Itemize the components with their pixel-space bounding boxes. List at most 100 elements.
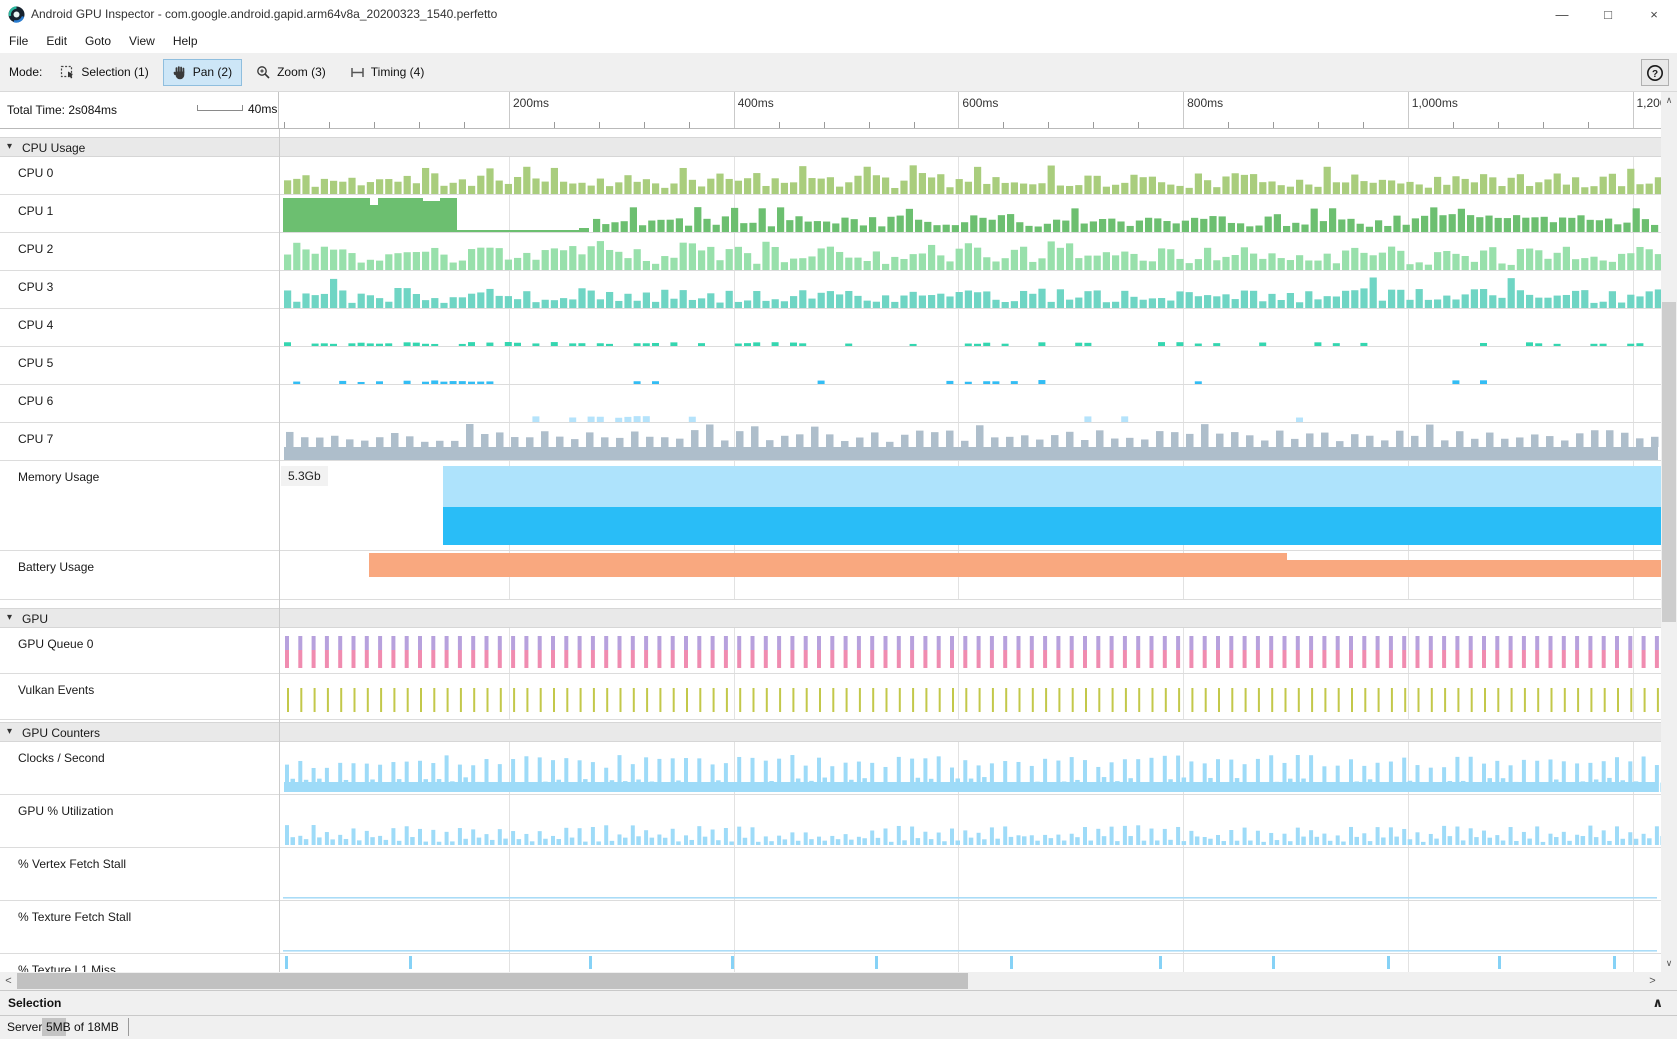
track-row-vertex-fetch-stall[interactable]: % Vertex Fetch Stall <box>0 848 1661 901</box>
scroll-left-icon[interactable]: < <box>5 975 12 987</box>
track-row-vulkan-events[interactable]: Vulkan Events <box>0 674 1661 720</box>
track-chart-cpu-2[interactable] <box>279 233 1661 271</box>
zoom-mode-button[interactable]: Zoom (3) <box>246 59 336 86</box>
menu-goto[interactable]: Goto <box>85 34 112 48</box>
track-chart-texture-fetch-stall[interactable] <box>279 901 1661 954</box>
track-chart-cpu-7[interactable] <box>279 423 1661 461</box>
menu-edit[interactable]: Edit <box>46 34 68 48</box>
track-row-battery-usage[interactable]: Battery Usage <box>0 551 1661 600</box>
track-chart-texture-l1-miss[interactable] <box>279 954 1661 972</box>
track-chart-cpu-6[interactable] <box>279 385 1661 423</box>
scroll-down-icon[interactable]: ∨ <box>1665 958 1673 968</box>
major-tick <box>733 92 735 128</box>
ruler-tick-label: 200ms <box>513 96 550 110</box>
chevron-down-icon[interactable]: ▾ <box>7 726 13 737</box>
track-row-cpu-6[interactable]: CPU 6 <box>0 385 1661 423</box>
track-row-cpu-1[interactable]: CPU 1 <box>0 195 1661 233</box>
selection-panel-header[interactable]: Selection ∧ <box>0 990 1677 1016</box>
ruler-tick-label: 800ms <box>1187 96 1224 110</box>
total-time-label: Total Time: 2s084ms <box>7 103 118 117</box>
track-chart-cpu-0[interactable] <box>279 157 1661 195</box>
track-label-cpu-2[interactable]: CPU 2 <box>18 242 54 256</box>
track-row-cpu-4[interactable]: CPU 4 <box>0 309 1661 347</box>
pan-mode-button[interactable]: Pan (2) <box>162 58 243 86</box>
track-row-clocks-second[interactable]: Clocks / Second <box>0 742 1661 795</box>
ruler-tick-label: 1,000ms <box>1411 96 1458 110</box>
track-row-gpu-utilization[interactable]: GPU % Utilization <box>0 795 1661 848</box>
track-label-cpu-5[interactable]: CPU 5 <box>18 356 54 370</box>
tool-button-label: Zoom (3) <box>277 65 326 79</box>
track-label-cpu-4[interactable]: CPU 4 <box>18 318 54 332</box>
window-title: Android GPU Inspector - com.google.andro… <box>31 7 498 21</box>
timing-mode-button[interactable]: Timing (4) <box>340 59 435 86</box>
track-chart-memory-usage[interactable] <box>279 461 1661 551</box>
chevron-down-icon[interactable]: ▾ <box>7 141 13 152</box>
track-label-memory-usage[interactable]: Memory Usage <box>18 470 100 484</box>
track-label-texture-l1-miss[interactable]: % Texture L1 Miss <box>18 963 116 972</box>
maximize-button[interactable]: □ <box>1604 7 1612 22</box>
horizontal-scrollbar[interactable]: < > <box>0 972 1661 990</box>
track-label-clocks-second[interactable]: Clocks / Second <box>18 751 105 765</box>
track-row-gpu-queue-0[interactable]: GPU Queue 0 <box>0 628 1661 674</box>
major-tick <box>509 92 510 128</box>
horizontal-scroll-thumb[interactable] <box>17 973 968 989</box>
menu-help[interactable]: Help <box>172 34 198 48</box>
track-label-vulkan-events[interactable]: Vulkan Events <box>18 683 95 697</box>
section-header-gpu-counters[interactable]: ▾ GPU Counters <box>0 722 1661 742</box>
track-chart-battery-usage[interactable] <box>279 551 1661 600</box>
track-row-texture-fetch-stall[interactable]: % Texture Fetch Stall <box>0 901 1661 954</box>
track-chart-gpu-utilization[interactable] <box>279 795 1661 848</box>
close-button[interactable]: × <box>1650 7 1658 22</box>
ruler-tick-label: 400ms <box>737 96 774 110</box>
minor-tick <box>329 122 331 128</box>
track-row-cpu-0[interactable]: CPU 0 <box>0 157 1661 195</box>
track-label-vertex-fetch-stall[interactable]: % Vertex Fetch Stall <box>18 857 127 871</box>
section-header-cpu-usage[interactable]: ▾ CPU Usage <box>0 137 1661 157</box>
menu-view[interactable]: View <box>129 34 155 48</box>
scroll-right-icon[interactable]: > <box>1649 975 1656 987</box>
track-chart-vulkan-events[interactable] <box>279 674 1661 720</box>
track-label-cpu-3[interactable]: CPU 3 <box>18 280 54 294</box>
track-row-memory-usage[interactable]: Memory Usage 5.3Gb <box>0 461 1661 551</box>
minor-tick <box>284 122 286 128</box>
track-chart-vertex-fetch-stall[interactable] <box>279 848 1661 901</box>
help-button[interactable]: ? <box>1641 59 1669 86</box>
track-label-texture-fetch-stall[interactable]: % Texture Fetch Stall <box>18 910 132 924</box>
status-bar: Server: 5MB of 18MB <box>0 1016 1677 1039</box>
track-row-cpu-3[interactable]: CPU 3 <box>0 271 1661 309</box>
vertical-scroll-thumb[interactable] <box>1662 302 1676 622</box>
minor-tick <box>823 122 825 128</box>
minimize-button[interactable]: — <box>1555 7 1569 22</box>
scale-label: 40ms <box>248 102 278 116</box>
minor-tick <box>643 122 645 128</box>
vertical-scrollbar[interactable]: ∧ ∨ <box>1661 92 1677 972</box>
track-label-gpu-queue-0[interactable]: GPU Queue 0 <box>18 637 94 651</box>
minor-tick <box>1587 122 1589 128</box>
track-chart-clocks-second[interactable] <box>279 742 1661 795</box>
track-row-cpu-5[interactable]: CPU 5 <box>0 347 1661 385</box>
track-label-cpu-1[interactable]: CPU 1 <box>18 204 54 218</box>
selection-mode-button[interactable]: Selection (1) <box>50 59 158 86</box>
section-header-gpu[interactable]: ▾ GPU <box>0 608 1661 628</box>
track-row-cpu-7[interactable]: CPU 7 <box>0 423 1661 461</box>
track-chart-cpu-3[interactable] <box>279 271 1661 309</box>
track-label-battery-usage[interactable]: Battery Usage <box>18 560 95 574</box>
track-chart-cpu-5[interactable] <box>279 347 1661 385</box>
track-row-texture-l1-miss[interactable]: % Texture L1 Miss <box>0 954 1661 972</box>
ruler-ticks[interactable]: 200ms 400ms 600ms 800ms 1,000ms 1,200ms <box>279 92 1661 128</box>
track-chart-cpu-1[interactable] <box>279 195 1661 233</box>
track-label-cpu-0[interactable]: CPU 0 <box>18 166 54 180</box>
collapse-panel-icon[interactable]: ∧ <box>1652 995 1663 1010</box>
track-chart-cpu-4[interactable] <box>279 309 1661 347</box>
memory-value-badge: 5.3Gb <box>281 466 328 486</box>
chevron-down-icon[interactable]: ▾ <box>7 612 13 623</box>
scroll-up-icon[interactable]: ∧ <box>1665 95 1673 105</box>
track-label-gpu-utilization[interactable]: GPU % Utilization <box>18 804 114 818</box>
track-label-cpu-7[interactable]: CPU 7 <box>18 432 54 446</box>
track-chart-gpu-queue-0[interactable] <box>279 628 1661 674</box>
track-label-cpu-6[interactable]: CPU 6 <box>18 394 54 408</box>
minor-tick <box>1362 122 1364 128</box>
menu-file[interactable]: File <box>9 34 29 48</box>
track-row-cpu-2[interactable]: CPU 2 <box>0 233 1661 271</box>
tracks-viewport[interactable]: ▾ CPU Usage CPU 0 CPU 1 CPU 2 CPU 3 CPU 4 CPU 5… <box>0 129 1661 972</box>
